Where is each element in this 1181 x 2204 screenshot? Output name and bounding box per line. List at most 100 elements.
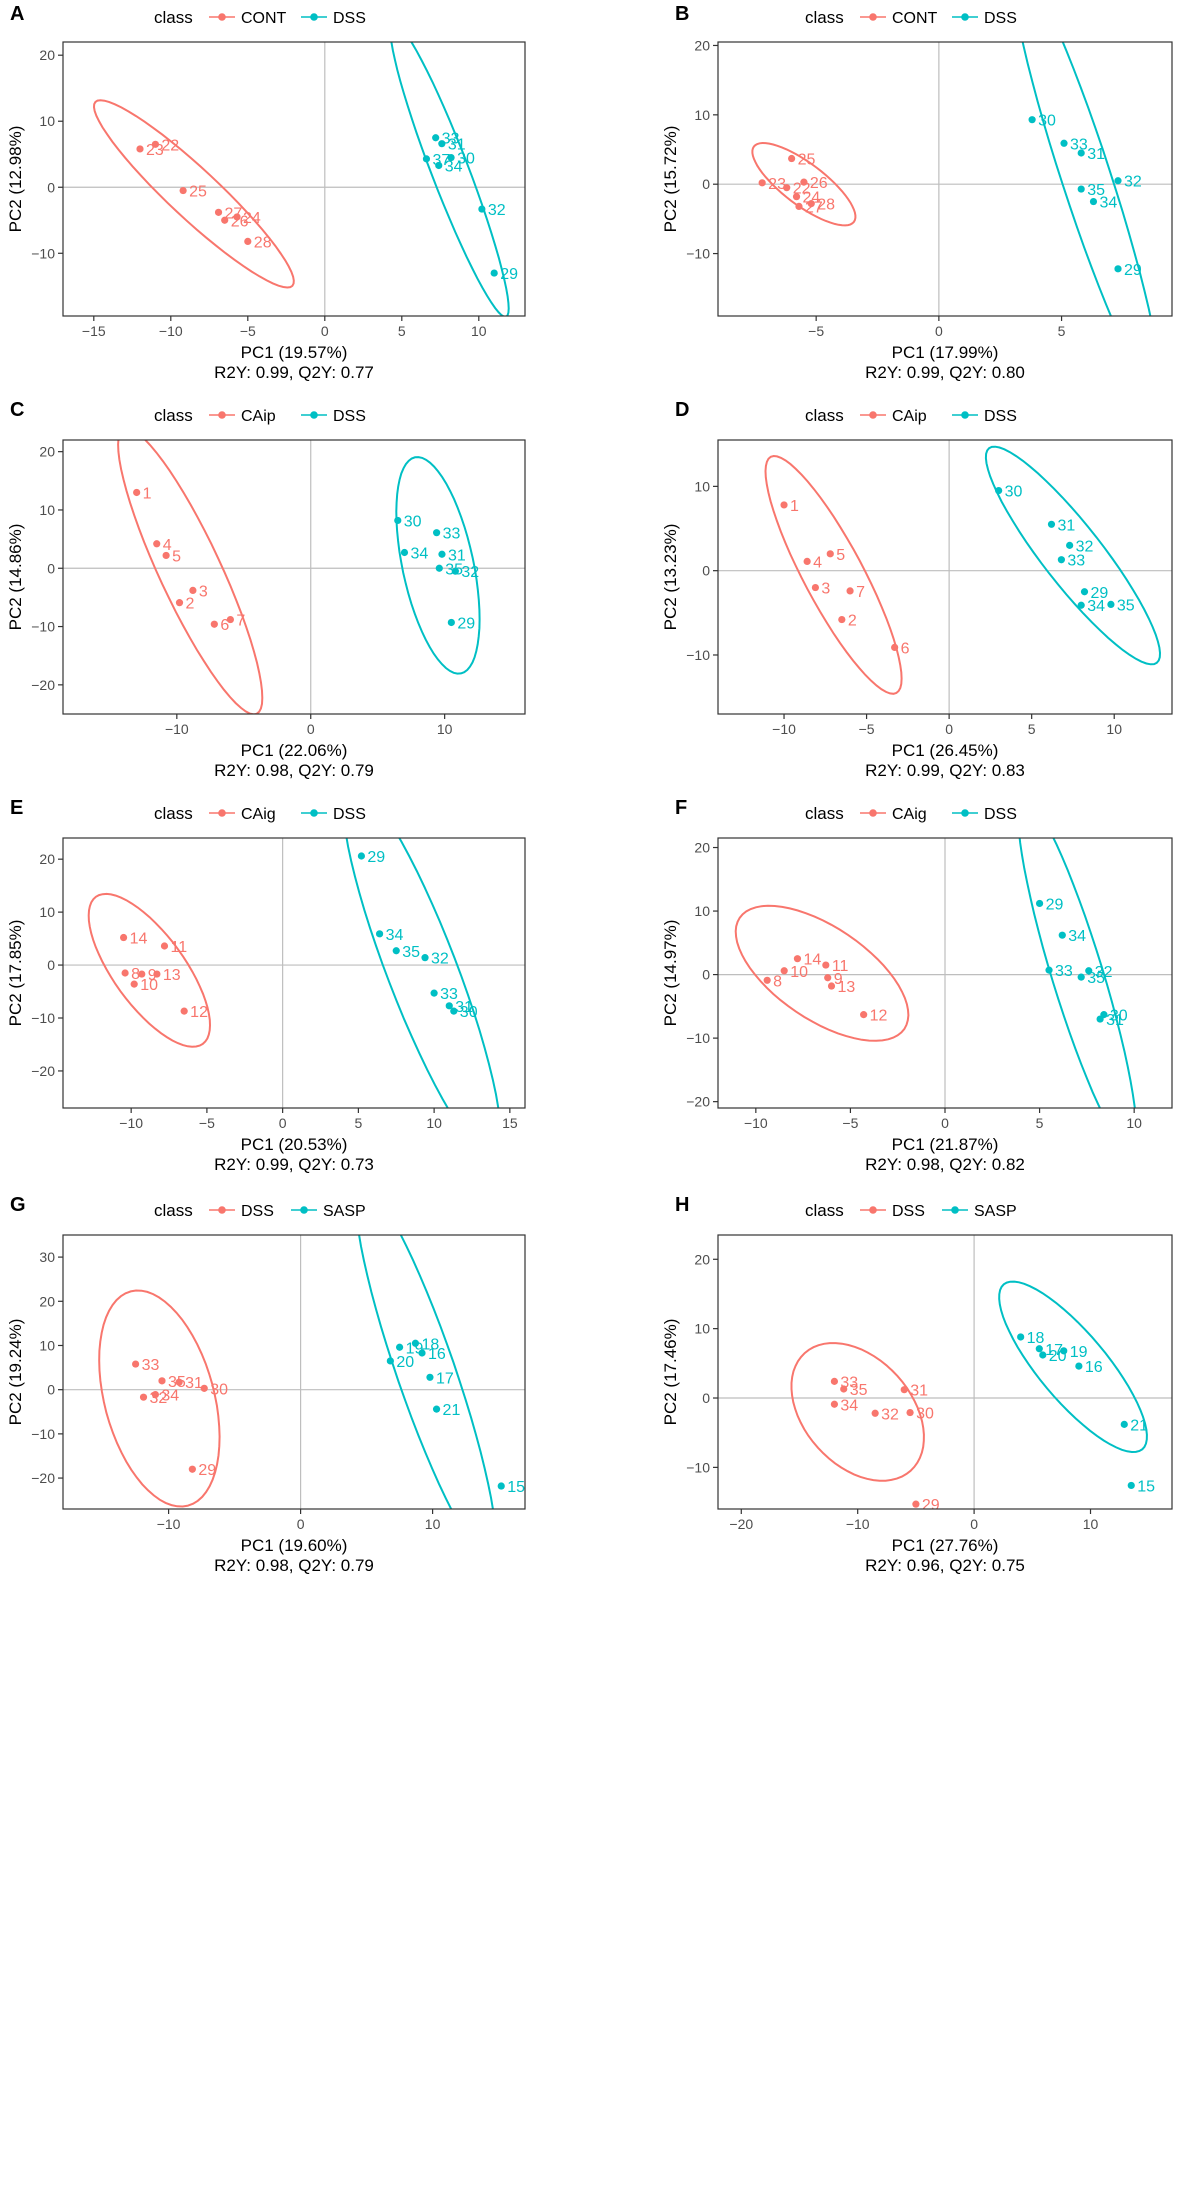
legend-key-dss: [301, 809, 327, 817]
ellipse-sasp: [998, 1280, 1148, 1454]
x-tick-label: −5: [859, 721, 875, 737]
point-dss-29: [490, 269, 498, 277]
point-label: 5: [172, 548, 181, 565]
point-dss-33: [1045, 966, 1053, 974]
point-cont-27: [214, 208, 223, 216]
point-label: 6: [901, 640, 910, 657]
ellipse-dss: [1018, 838, 1136, 1108]
axes: −10 0 10 −20 −10 0 10 20: [31, 444, 452, 737]
y-tick-label: 10: [694, 107, 710, 123]
point-caip-2: [175, 599, 184, 607]
panel-g: GclassDSSSASP333531303432291819162017211…: [6, 1194, 526, 1575]
point-label: 1: [790, 498, 799, 515]
point-dss-32: [871, 1409, 879, 1417]
point-label: 25: [189, 184, 207, 201]
x-tick-label: −10: [165, 721, 189, 737]
point-label: 8: [131, 966, 140, 983]
ellipse-cont: [92, 99, 295, 289]
point-cont-26: [800, 178, 808, 186]
point-label: 27: [805, 199, 823, 216]
ellipse-cont: [751, 141, 857, 227]
point-dss-31: [175, 1378, 183, 1386]
point-label: 34: [410, 546, 428, 563]
y-tick-label: −10: [686, 647, 710, 663]
y-tick-label: 20: [694, 840, 710, 856]
point-label: 29: [198, 1462, 216, 1479]
point-label: 3: [821, 581, 830, 598]
point-dss-33: [1060, 139, 1068, 147]
point-label: 23: [768, 176, 786, 193]
point-label: 18: [421, 1336, 439, 1353]
legend: class DSS SASP: [154, 1201, 366, 1220]
y-tick-label: 0: [47, 957, 55, 973]
point-dss-33: [1057, 556, 1065, 564]
y-axis-label: PC2 (17.46%): [661, 1319, 680, 1426]
point-label: 31: [1087, 146, 1105, 163]
ellipse-caig: [734, 904, 910, 1042]
x-tick-label: 10: [471, 323, 487, 339]
axes: −20 −10 0 10 −10 0 10 20: [686, 1251, 1098, 1532]
point-cont-22: [151, 140, 159, 148]
point-label: 34: [1099, 195, 1117, 212]
point-sasp-19: [396, 1343, 404, 1351]
y-axis-label: PC2 (14.97%): [661, 920, 680, 1027]
y-tick-label: 30: [39, 1249, 55, 1265]
point-label: 34: [445, 158, 463, 175]
legend-label: DSS: [984, 806, 1017, 823]
point-label: 33: [1070, 136, 1088, 153]
point-dss-32: [421, 954, 429, 962]
point-label: 29: [1046, 896, 1064, 913]
point-caip-4: [153, 540, 161, 548]
stats-label: R2Y: 0.98, Q2Y: 0.79: [214, 1556, 374, 1575]
point-label: 5: [836, 547, 845, 564]
point-dss-30: [906, 1408, 914, 1417]
y-tick-label: −10: [686, 1030, 710, 1046]
x-tick-label: −10: [157, 1516, 181, 1532]
point-label: 4: [813, 554, 822, 571]
point-label: 30: [916, 1406, 934, 1423]
legend-title: class: [805, 406, 844, 425]
legend-label: CAip: [241, 408, 276, 425]
y-axis-label: PC2 (14.86%): [6, 524, 25, 631]
point-dss-32: [451, 567, 459, 575]
point-dss-34: [375, 930, 384, 938]
point-label: 31: [185, 1375, 203, 1392]
point-sasp-19: [1060, 1347, 1068, 1355]
point-label: 23: [146, 142, 164, 159]
point-label: 30: [460, 1004, 478, 1021]
legend-key-caip: [209, 411, 235, 419]
point-sasp-15: [497, 1482, 505, 1490]
y-tick-label: 20: [39, 851, 55, 867]
point-label: 12: [190, 1004, 208, 1021]
point-caig-13: [827, 982, 836, 990]
point-caip-7: [226, 615, 234, 624]
panel-letter: C: [10, 399, 24, 421]
point-dss-29: [357, 852, 366, 860]
point-caig-11: [160, 942, 169, 950]
point-dss-35: [392, 947, 400, 955]
point-caip-6: [210, 620, 218, 628]
point-dss-29: [188, 1465, 196, 1473]
point-caig-10: [780, 967, 788, 975]
plot-frame: [717, 41, 1173, 317]
point-label: 33: [442, 131, 460, 148]
axes: −10 −5 0 5 10 15 −20 −10 0 10 20: [31, 851, 518, 1131]
point-label: 30: [1038, 113, 1056, 130]
point-dss-32: [1085, 967, 1093, 975]
x-tick-label: 0: [935, 323, 943, 339]
x-tick-label: −10: [772, 721, 796, 737]
point-dss-29: [1114, 265, 1122, 273]
point-label: 35: [850, 1382, 868, 1399]
point-dss-31: [1047, 520, 1056, 528]
stats-label: R2Y: 0.98, Q2Y: 0.79: [214, 761, 374, 780]
point-label: 30: [1110, 1008, 1128, 1025]
point-label: 7: [236, 613, 245, 630]
point-label: 31: [910, 1383, 928, 1400]
point-label: 14: [803, 952, 821, 969]
point-cont-24: [792, 193, 801, 201]
point-dss-31: [1077, 149, 1085, 157]
point-caig-14: [793, 955, 802, 963]
